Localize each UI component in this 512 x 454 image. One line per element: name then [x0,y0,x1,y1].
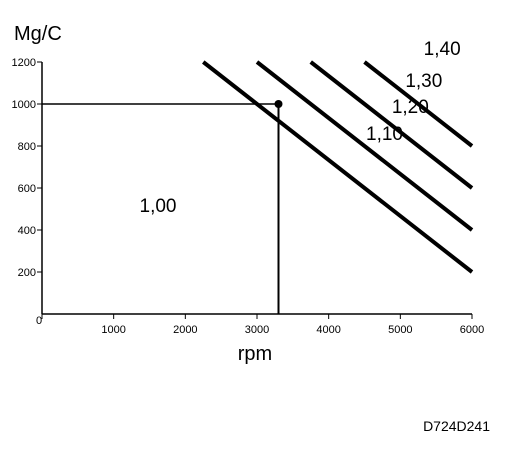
region-label: 1,00 [140,196,177,217]
series-label: 1,40 [424,39,461,60]
series-label: 1,20 [392,97,429,118]
series-label: 1,10 [366,124,403,145]
x-axis-label: rpm [238,343,272,365]
figure-code: D724D241 [423,418,490,434]
series-label: 1,30 [405,71,442,92]
y-tick-label: 1000 [12,99,36,111]
x-axis: 0 1000 2000 3000 4000 5000 6000 [36,314,484,336]
y-tick-label: 200 [18,267,36,279]
y-axis: 200 400 600 800 1000 1200 [12,57,42,279]
y-tick-label: 600 [18,183,36,195]
x-tick-label: 4000 [316,324,340,336]
x-tick-label: 1000 [101,324,125,336]
y-tick-label: 400 [18,225,36,237]
series-line [255,60,474,232]
x-tick-label: 2000 [173,324,197,336]
series-line [202,60,474,274]
x-tick-label: 3000 [245,324,269,336]
y-tick-label: 1200 [12,57,36,69]
series-line [309,60,474,190]
x-tick-label: 6000 [460,324,484,336]
x-tick-label: 5000 [388,324,412,336]
marker-point [274,100,283,108]
y-tick-label: 800 [18,141,36,153]
x-tick-label: 0 [36,315,42,327]
series-line [363,60,474,148]
y-axis-label: Mg/C [14,23,62,45]
series-labels: 1,10 1,20 1,30 1,40 [366,39,461,145]
series-group [202,60,474,274]
marker-group [42,100,283,314]
